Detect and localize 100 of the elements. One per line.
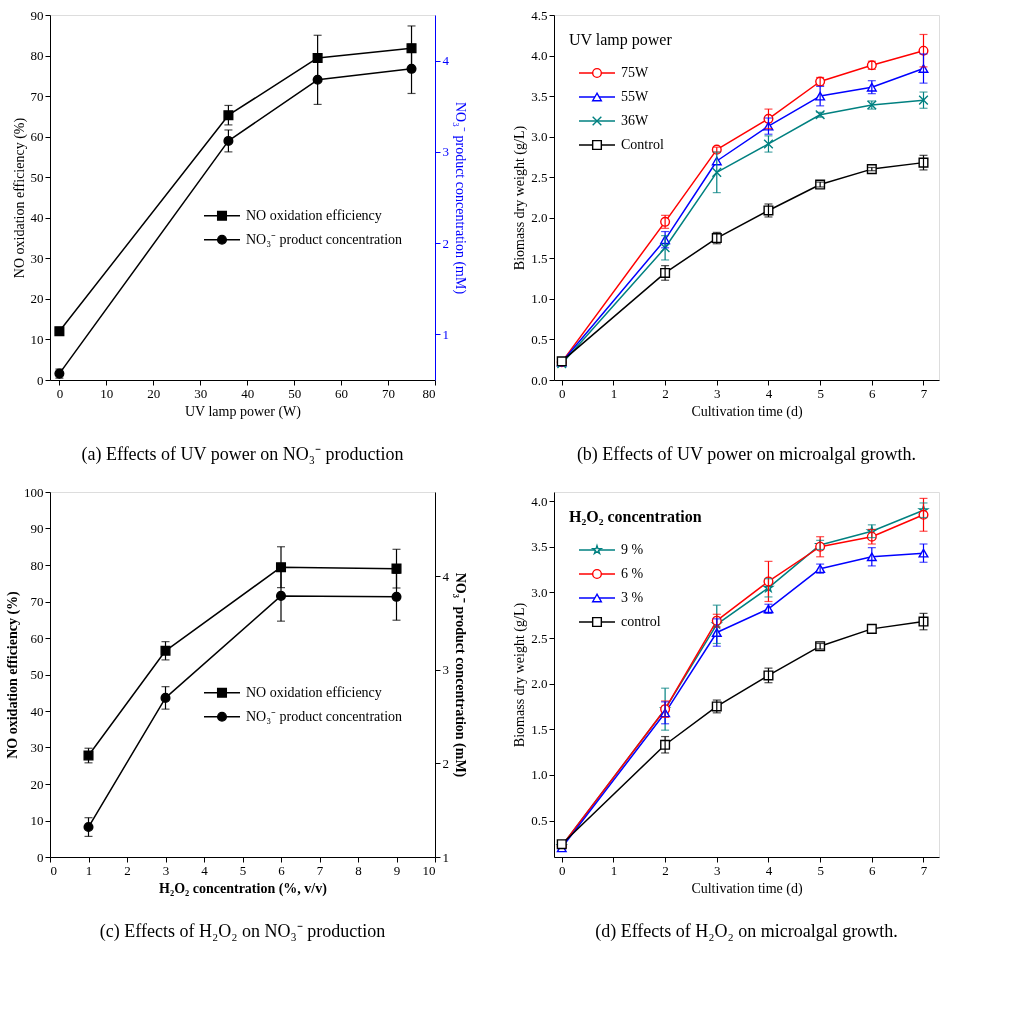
x-tick-label: 3	[714, 862, 721, 878]
y-tick-label: 0.0	[531, 372, 548, 388]
y-axis-title: NO oxidation efficiency (%)	[11, 117, 28, 279]
y-tick-label: 4.5	[531, 7, 548, 23]
y-tick-label: 50	[30, 667, 44, 682]
y-tick-label: 70	[30, 88, 44, 104]
x-axis-title: Cultivation time (d)	[691, 880, 803, 897]
x-tick-label: 4	[765, 862, 773, 878]
y-tick-label: 0.5	[531, 331, 548, 347]
x-tick-label: 9	[393, 862, 401, 878]
legend-label: Control	[621, 137, 664, 152]
y-tick-label: 20	[30, 776, 44, 792]
x-tick-label: 5	[239, 862, 247, 878]
x-tick-label: 7	[316, 862, 324, 878]
y2-tick-label: 1	[442, 326, 449, 342]
y2-axis-title: NO₃⁻ product concentration (mM)	[452, 101, 468, 295]
y-axis-title: Biomass dry weight (g/L)	[512, 602, 529, 748]
x-tick-label: 2	[124, 862, 131, 878]
y-tick-label: 1.0	[531, 291, 548, 307]
x-tick-label: 0	[559, 385, 566, 401]
legend-label: 6 %	[621, 566, 644, 581]
x-tick-label: 6	[278, 862, 286, 878]
x-tick-label: 1	[85, 862, 93, 878]
legend-title: UV lamp power	[569, 31, 673, 49]
x-tick-label: 1	[610, 862, 618, 878]
y-tick-label: 2.0	[531, 676, 548, 692]
y-tick-label: 90	[30, 521, 44, 536]
legend-label: 75W	[621, 65, 649, 80]
y-tick-label: 1.5	[531, 250, 548, 266]
y2-tick-label: 4	[442, 53, 450, 69]
y-tick-label: 80	[30, 48, 44, 64]
legend-label: 9 %	[621, 542, 644, 557]
x-tick-label: 0	[50, 862, 57, 878]
y-tick-label: 0.5	[531, 813, 548, 828]
x-tick-label: 1	[610, 385, 618, 401]
x-axis-title: H₂O₂ concentration (%, v/v)	[159, 880, 328, 897]
legend-label: 36W	[621, 113, 649, 128]
y-tick-label: 100	[24, 484, 44, 500]
y-tick-label: 10	[30, 813, 44, 828]
x-tick-label: 20	[147, 385, 161, 401]
x-tick-label: 70	[382, 385, 396, 401]
x-axis-title: Cultivation time (d)	[691, 403, 803, 420]
y2-tick-label: 4	[442, 568, 450, 584]
x-tick-label: 40	[241, 385, 255, 401]
y-tick-label: 2.5	[531, 169, 548, 185]
y-axis-title: Biomass dry weight (g/L)	[512, 125, 529, 271]
x-tick-label: 6	[869, 862, 877, 878]
legend-title: H₂O₂ concentration	[569, 508, 702, 525]
y-tick-label: 50	[30, 169, 44, 185]
y2-axis-title: NO₃⁻ product concentration (mM)	[452, 572, 468, 778]
x-tick-label: 0	[56, 385, 64, 401]
x-tick-label: 0	[559, 862, 566, 878]
y-tick-label: 3.5	[531, 88, 548, 104]
legend-label: NO₃⁻ product concentration	[246, 708, 403, 724]
x-tick-label: 6	[869, 385, 877, 401]
x-tick-label: 80	[422, 385, 436, 401]
x-tick-label: 50	[288, 385, 302, 401]
y-tick-label: 3.5	[531, 539, 548, 555]
x-tick-label: 4	[201, 862, 209, 878]
y-tick-label: 3.0	[531, 584, 548, 600]
y-tick-label: 60	[30, 129, 44, 145]
x-tick-label: 2	[662, 862, 669, 878]
x-tick-label: 5	[817, 385, 824, 401]
y-tick-label: 70	[30, 594, 44, 609]
y-tick-label: 4.0	[531, 493, 548, 509]
x-tick-label: 60	[335, 385, 349, 401]
y-tick-label: 4.0	[531, 48, 548, 64]
y-tick-label: 20	[30, 291, 44, 307]
y2-tick-label: 3	[442, 144, 449, 160]
legend-label: NO oxidation efficiency	[246, 684, 382, 700]
y-tick-label: 1.0	[531, 767, 548, 783]
text: (b) Effects of UV power on microalgal growth.	[576, 444, 917, 465]
x-axis-title: UV lamp power (W)	[185, 403, 302, 420]
y-tick-label: 40	[30, 703, 44, 719]
y2-tick-label: 3	[442, 662, 449, 678]
y-tick-label: 80	[30, 557, 44, 573]
y-tick-label: 0	[37, 372, 44, 388]
y-axis-title: NO oxidation efficiency (%)	[5, 590, 21, 759]
y-tick-label: 30	[30, 740, 44, 755]
y-tick-label: 0	[37, 849, 44, 865]
legend-label: control	[621, 614, 661, 629]
y-tick-label: 1.5	[531, 721, 548, 737]
y-tick-label: 3.0	[531, 129, 548, 145]
text: (c) Effects of H₂O₂ on NO₃⁻ production	[99, 921, 386, 942]
x-tick-label: 10	[100, 385, 114, 401]
y-tick-label: 2.5	[531, 630, 548, 646]
x-tick-label: 5	[817, 862, 824, 878]
y-tick-label: 10	[30, 331, 44, 347]
x-tick-label: 7	[920, 862, 928, 878]
x-tick-label: 7	[920, 385, 928, 401]
text: (d) Effects of H₂O₂ on microalgal growth.	[595, 921, 898, 942]
legend-label: NO₃⁻ product concentration	[246, 231, 403, 247]
x-tick-label: 10	[422, 862, 436, 878]
x-tick-label: 2	[662, 385, 669, 401]
x-tick-label: 8	[355, 862, 362, 878]
y-tick-label: 90	[30, 7, 44, 23]
legend-label: 55W	[621, 89, 649, 104]
legend-label: 3 %	[621, 590, 644, 605]
x-tick-label: 30	[194, 385, 208, 401]
x-tick-label: 4	[765, 385, 773, 401]
